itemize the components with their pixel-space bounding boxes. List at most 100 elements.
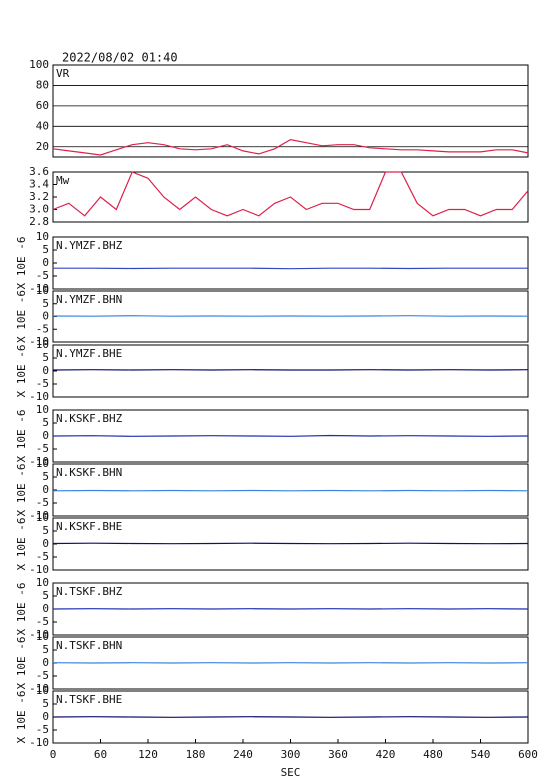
- y-tick-label: 5: [42, 243, 49, 256]
- y-tick-label: 60: [36, 99, 49, 112]
- series-label: N.TSKF.BHZ: [56, 585, 123, 598]
- y-axis-label: X 10E -6: [15, 691, 28, 744]
- x-tick-label: 120: [138, 748, 158, 761]
- x-tick-label: 60: [94, 748, 107, 761]
- series-label: N.TSKF.BHE: [56, 693, 122, 706]
- y-axis-label: X 10E -6: [15, 290, 28, 343]
- series-label: N.KSKF.BHE: [56, 520, 122, 533]
- y-tick-label: -10: [29, 455, 49, 468]
- y-axis-label: X 10E -6: [15, 237, 28, 290]
- series-line: [52, 434, 529, 437]
- series-label: VR: [56, 67, 70, 80]
- y-tick-label: 5: [42, 470, 49, 483]
- y-tick-label: 5: [42, 589, 49, 602]
- y-tick-label: -10: [29, 282, 49, 295]
- y-tick-label: 10: [36, 511, 49, 524]
- series-line: [52, 315, 529, 317]
- y-axis-label: X 10E -6: [15, 637, 28, 690]
- y-tick-label: 2.8: [29, 215, 49, 228]
- series-line: [53, 267, 528, 270]
- panel-frame: [52, 344, 529, 398]
- y-tick-label: -5: [36, 669, 49, 682]
- y-tick-label: 5: [42, 416, 49, 429]
- y-tick-label: 10: [36, 576, 49, 589]
- y-tick-label: 5: [42, 524, 49, 537]
- y-tick-label: 10: [36, 630, 49, 643]
- y-tick-label: 10: [36, 457, 49, 470]
- y-tick-label: 0: [42, 310, 49, 323]
- y-tick-label: -10: [29, 736, 49, 749]
- y-tick-label: 0: [42, 483, 49, 496]
- y-tick-label: -10: [29, 335, 49, 348]
- y-tick-label: 3.6: [29, 165, 49, 178]
- y-tick-label: -10: [29, 682, 49, 695]
- y-tick-label: 100: [29, 58, 49, 71]
- y-tick-label: 5: [42, 697, 49, 710]
- y-tick-label: 10: [36, 230, 49, 243]
- y-tick-label: 3.2: [29, 190, 49, 203]
- series-label: N.KSKF.BHN: [56, 466, 122, 479]
- y-axis-label: X 10E -6: [15, 345, 28, 398]
- y-tick-label: 5: [42, 351, 49, 364]
- x-tick-label: 0: [50, 748, 57, 761]
- panel-frame: [52, 64, 529, 158]
- x-axis-label: SEC: [281, 766, 301, 779]
- y-tick-label: -5: [36, 322, 49, 335]
- x-tick-label: 420: [376, 748, 396, 761]
- panel-frame: [52, 236, 529, 290]
- y-tick-label: 0: [42, 256, 49, 269]
- y-tick-label: 10: [36, 338, 49, 351]
- y-tick-label: -10: [29, 628, 49, 641]
- y-tick-label: -5: [36, 269, 49, 282]
- y-tick-label: -5: [36, 550, 49, 563]
- y-tick-label: 3.0: [29, 203, 49, 216]
- x-tick-label: 300: [281, 748, 301, 761]
- y-tick-label: 10: [36, 403, 49, 416]
- x-tick-label: 600: [518, 748, 538, 761]
- y-tick-label: 0: [42, 537, 49, 550]
- x-tick-label: 240: [233, 748, 253, 761]
- y-tick-label: -5: [36, 442, 49, 455]
- y-tick-label: -5: [36, 496, 49, 509]
- series-label: N.YMZF.BHZ: [56, 239, 123, 252]
- series-label: N.KSKF.BHZ: [56, 412, 123, 425]
- series-line: [52, 138, 529, 156]
- y-tick-label: 5: [42, 297, 49, 310]
- y-tick-label: -5: [36, 615, 49, 628]
- series-line: [52, 542, 529, 545]
- x-tick-label: 180: [186, 748, 206, 761]
- y-tick-label: 5: [42, 643, 49, 656]
- y-tick-label: 40: [36, 119, 49, 132]
- y-tick-label: -10: [29, 563, 49, 576]
- x-tick-label: 540: [471, 748, 491, 761]
- series-line: [52, 171, 529, 217]
- y-axis-label: X 10E -6: [15, 518, 28, 571]
- panel-frame: [52, 463, 529, 517]
- y-tick-label: 0: [42, 710, 49, 723]
- x-tick-label: 360: [328, 748, 348, 761]
- y-tick-label: 80: [36, 78, 49, 91]
- y-tick-label: 10: [36, 284, 49, 297]
- series-label: N.TSKF.BHN: [56, 639, 122, 652]
- y-tick-label: -5: [36, 377, 49, 390]
- y-tick-label: 10: [36, 684, 49, 697]
- series-label: Mw: [56, 174, 70, 187]
- y-axis-label: X 10E -6: [15, 464, 28, 517]
- series-label: N.YMZF.BHN: [56, 293, 122, 306]
- x-tick-label: 480: [423, 748, 443, 761]
- y-tick-label: 0: [42, 364, 49, 377]
- y-tick-label: 0: [42, 429, 49, 442]
- y-tick-label: 0: [42, 602, 49, 615]
- y-tick-label: 20: [36, 140, 49, 153]
- chart-title: 2022/08/02 01:40: [62, 51, 178, 65]
- y-tick-label: -10: [29, 390, 49, 403]
- y-tick-label: -5: [36, 723, 49, 736]
- y-tick-label: -10: [29, 509, 49, 522]
- series-line: [52, 716, 529, 718]
- y-tick-label: 0: [42, 656, 49, 669]
- series-label: N.YMZF.BHE: [56, 347, 122, 360]
- y-axis-label: X 10E -6: [15, 583, 28, 636]
- y-axis-label: X 10E -6: [15, 410, 28, 463]
- y-tick-label: 3.4: [29, 178, 49, 191]
